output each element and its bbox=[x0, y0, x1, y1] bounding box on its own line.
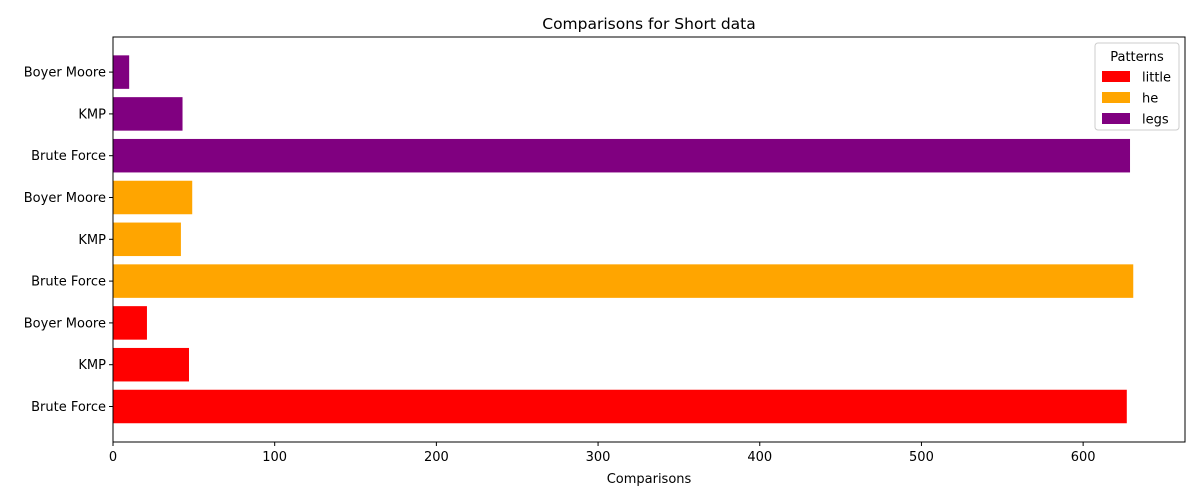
x-tick-label: 200 bbox=[424, 450, 449, 465]
bar-he-boyer-moore bbox=[113, 180, 193, 215]
x-tick-label: 0 bbox=[109, 450, 117, 465]
x-tick-label: 400 bbox=[747, 450, 772, 465]
bar-he-brute-force bbox=[113, 264, 1134, 298]
y-tick-label: Brute Force bbox=[31, 149, 106, 164]
x-tick-label: 300 bbox=[586, 450, 611, 465]
legend-label-legs: legs bbox=[1142, 113, 1169, 128]
x-axis-ticks: 0 100 200 300 400 500 600 bbox=[109, 442, 1096, 465]
bar-legs-boyer-moore bbox=[113, 55, 130, 89]
y-tick-label: KMP bbox=[78, 233, 106, 248]
y-tick-label: Boyer Moore bbox=[24, 316, 106, 331]
y-tick-label: KMP bbox=[78, 358, 106, 373]
bar-legs-brute-force bbox=[113, 138, 1131, 173]
x-axis-label: Comparisons bbox=[607, 472, 692, 487]
y-tick-label: Boyer Moore bbox=[24, 191, 106, 206]
plot-frame bbox=[112, 36, 1186, 443]
bar-he-kmp bbox=[113, 222, 181, 257]
legend-entries: little he legs bbox=[1102, 71, 1171, 128]
legend-frame bbox=[1094, 42, 1180, 131]
y-tick-label: Boyer Moore bbox=[24, 66, 106, 81]
legend-label-he: he bbox=[1142, 92, 1158, 107]
bar-legs-kmp bbox=[113, 97, 183, 131]
bar-little-kmp bbox=[113, 347, 189, 382]
legend-label-little: little bbox=[1142, 71, 1171, 86]
legend-swatch-he bbox=[1102, 92, 1130, 103]
x-tick-label: 100 bbox=[262, 450, 287, 465]
y-tick-label: KMP bbox=[78, 107, 106, 122]
y-tick-label: Brute Force bbox=[31, 275, 106, 290]
legend-swatch-little bbox=[1102, 71, 1130, 82]
bar-little-boyer-moore bbox=[113, 306, 147, 340]
y-axis-ticks: Brute Force KMP Boyer Moore Brute Force KMP B… bbox=[24, 66, 113, 415]
bars-layer bbox=[113, 55, 1134, 424]
x-tick-label: 600 bbox=[1071, 450, 1096, 465]
x-tick-label: 500 bbox=[909, 450, 934, 465]
legend-title: Patterns bbox=[1110, 50, 1164, 65]
legend: Patterns little he legs bbox=[1094, 42, 1180, 131]
bar-little-brute-force bbox=[113, 389, 1127, 424]
chart-title: Comparisons for Short data bbox=[542, 15, 755, 33]
y-tick-label: Brute Force bbox=[31, 400, 106, 415]
legend-swatch-legs bbox=[1102, 113, 1130, 124]
